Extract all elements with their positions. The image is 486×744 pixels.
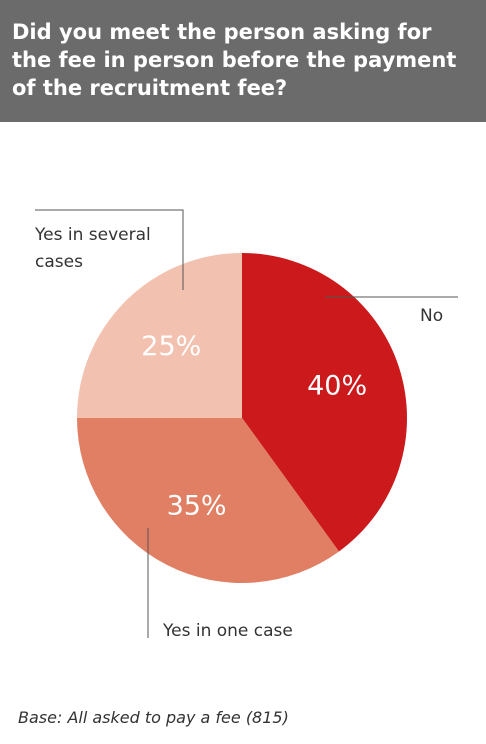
value-label: 35%: [167, 491, 227, 522]
footnote: Base: All asked to pay a fee (815): [18, 708, 289, 727]
category-label: No: [420, 306, 444, 326]
pie-slice: [242, 253, 407, 552]
pie-slice: [77, 418, 339, 583]
leader-line: [35, 209, 184, 290]
category-label: Yes in several cases: [35, 225, 151, 272]
pie-slice: [77, 253, 242, 418]
slices: 40% 35% 25%: [77, 253, 407, 583]
category-label: Yes in one case: [163, 621, 293, 641]
value-label: 40%: [307, 371, 367, 402]
value-label: 25%: [141, 331, 201, 362]
chart-title: Did you meet the person asking for the f…: [0, 0, 486, 122]
